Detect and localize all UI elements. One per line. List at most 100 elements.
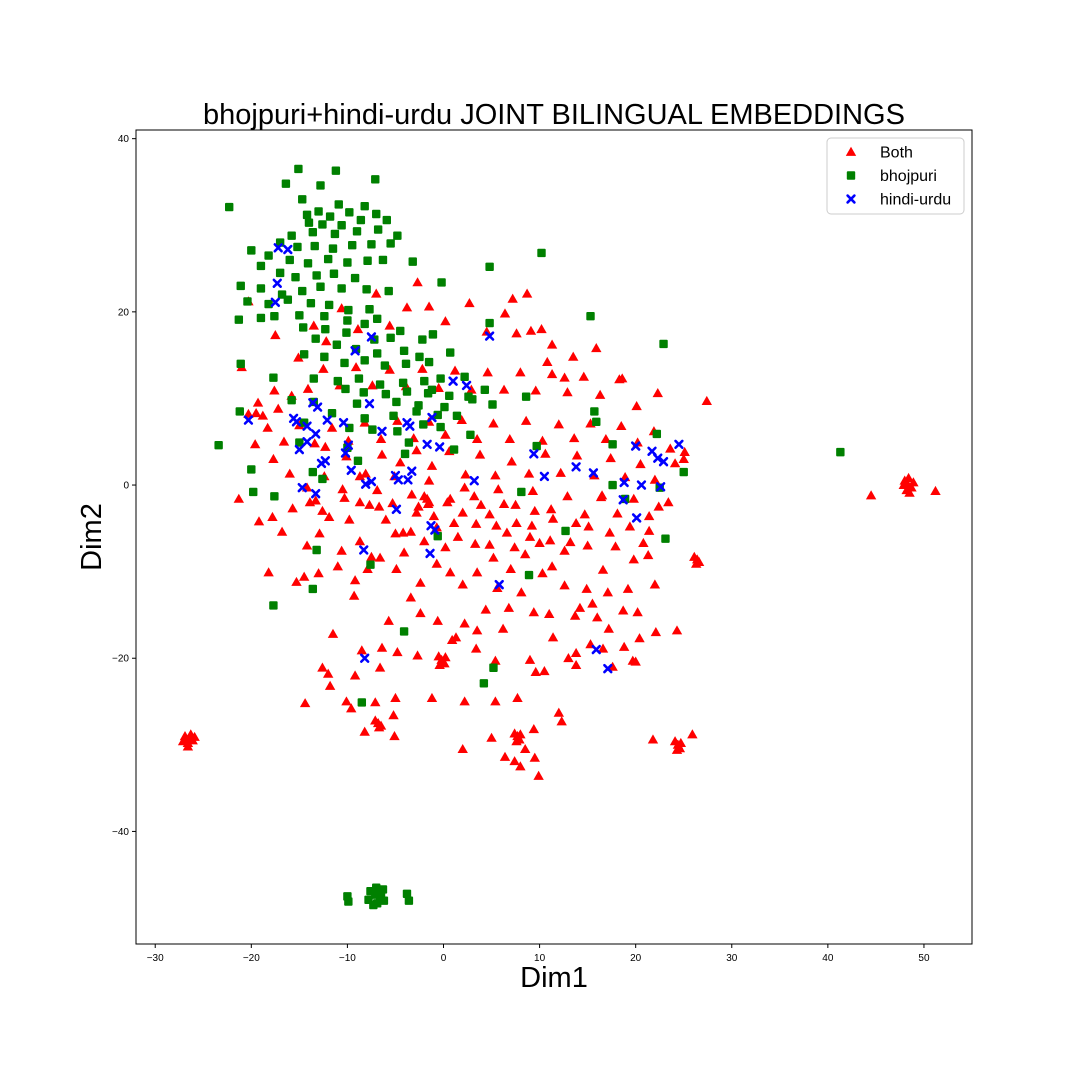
data-point bbox=[374, 662, 386, 672]
data-point bbox=[460, 469, 471, 479]
legend-marker bbox=[845, 146, 857, 156]
data-point bbox=[592, 612, 603, 622]
data-point bbox=[691, 558, 702, 568]
data-point bbox=[486, 732, 497, 742]
data-point bbox=[594, 389, 606, 399]
data-point bbox=[367, 380, 378, 390]
data-point bbox=[433, 651, 444, 661]
data-point bbox=[530, 385, 541, 395]
data-point bbox=[630, 441, 641, 451]
data-point bbox=[371, 485, 383, 495]
data-point bbox=[359, 388, 368, 397]
x-tick-label: 30 bbox=[726, 953, 738, 964]
data-point bbox=[617, 605, 629, 615]
data-point bbox=[417, 363, 428, 373]
data-point bbox=[376, 642, 388, 652]
data-point bbox=[412, 407, 421, 416]
data-point bbox=[415, 577, 426, 587]
legend-marker bbox=[846, 171, 856, 180]
data-point bbox=[494, 579, 504, 590]
data-point bbox=[316, 282, 325, 291]
data-point bbox=[647, 734, 659, 744]
data-point bbox=[440, 316, 451, 326]
data-point bbox=[536, 323, 547, 334]
data-point bbox=[446, 634, 458, 644]
data-point bbox=[437, 278, 446, 287]
data-point bbox=[471, 433, 483, 444]
data-point bbox=[341, 451, 352, 461]
data-point bbox=[542, 356, 553, 366]
data-point bbox=[324, 680, 336, 690]
data-point bbox=[310, 495, 321, 505]
data-point bbox=[470, 538, 481, 548]
data-point bbox=[480, 385, 490, 394]
data-point bbox=[342, 328, 351, 337]
data-point bbox=[359, 653, 370, 663]
data-point bbox=[322, 668, 334, 678]
data-point bbox=[579, 509, 590, 519]
data-point bbox=[608, 480, 617, 490]
data-point bbox=[393, 427, 402, 436]
data-point bbox=[459, 482, 470, 492]
data-point bbox=[256, 261, 266, 271]
data-point bbox=[569, 610, 581, 620]
data-point bbox=[425, 548, 435, 559]
data-point bbox=[354, 497, 366, 507]
data-point bbox=[445, 567, 456, 577]
x-axis: −30 −20 −10 0 10 20 30 40 50 bbox=[147, 944, 930, 964]
data-point bbox=[506, 456, 517, 466]
data-point bbox=[349, 670, 361, 680]
data-point bbox=[509, 756, 520, 766]
data-point bbox=[649, 474, 661, 484]
data-point bbox=[269, 601, 278, 610]
data-point bbox=[652, 429, 662, 439]
data-point bbox=[263, 567, 274, 577]
data-point bbox=[523, 468, 535, 478]
data-point bbox=[433, 531, 442, 541]
legend-marker bbox=[846, 194, 856, 204]
data-point bbox=[498, 384, 510, 394]
data-point bbox=[555, 467, 566, 477]
data-point bbox=[371, 288, 382, 298]
data-point bbox=[574, 602, 586, 612]
data-point bbox=[490, 696, 501, 706]
data-point bbox=[301, 540, 313, 550]
data-point bbox=[570, 659, 582, 670]
data-point bbox=[470, 643, 482, 653]
data-point bbox=[283, 295, 293, 304]
data-point bbox=[303, 259, 313, 268]
data-point bbox=[587, 598, 598, 608]
data-point bbox=[354, 536, 366, 546]
data-point bbox=[457, 743, 468, 754]
data-point bbox=[437, 656, 448, 666]
data-point bbox=[393, 475, 404, 485]
data-point bbox=[836, 447, 845, 457]
data-point bbox=[537, 248, 546, 258]
data-point bbox=[631, 401, 642, 411]
data-point bbox=[669, 736, 681, 746]
data-point bbox=[284, 468, 295, 478]
y-tick-label: 0 bbox=[123, 481, 129, 492]
data-point bbox=[488, 552, 499, 562]
data-point bbox=[299, 323, 308, 332]
data-point bbox=[295, 438, 304, 447]
data-point bbox=[568, 351, 579, 361]
data-point bbox=[320, 441, 331, 451]
data-point bbox=[327, 408, 337, 418]
data-point bbox=[638, 537, 649, 547]
data-point bbox=[604, 527, 615, 537]
data-point bbox=[597, 564, 609, 574]
data-point bbox=[373, 501, 385, 511]
data-point bbox=[562, 387, 573, 397]
data-point bbox=[511, 736, 522, 746]
data-point bbox=[563, 653, 574, 663]
data-point bbox=[519, 549, 531, 559]
data-point bbox=[398, 378, 408, 388]
data-point bbox=[314, 528, 325, 538]
data-point bbox=[449, 445, 459, 454]
data-point bbox=[343, 316, 352, 325]
data-point bbox=[622, 583, 634, 593]
data-point bbox=[539, 666, 550, 676]
data-point bbox=[510, 499, 521, 509]
data-point bbox=[488, 400, 497, 409]
